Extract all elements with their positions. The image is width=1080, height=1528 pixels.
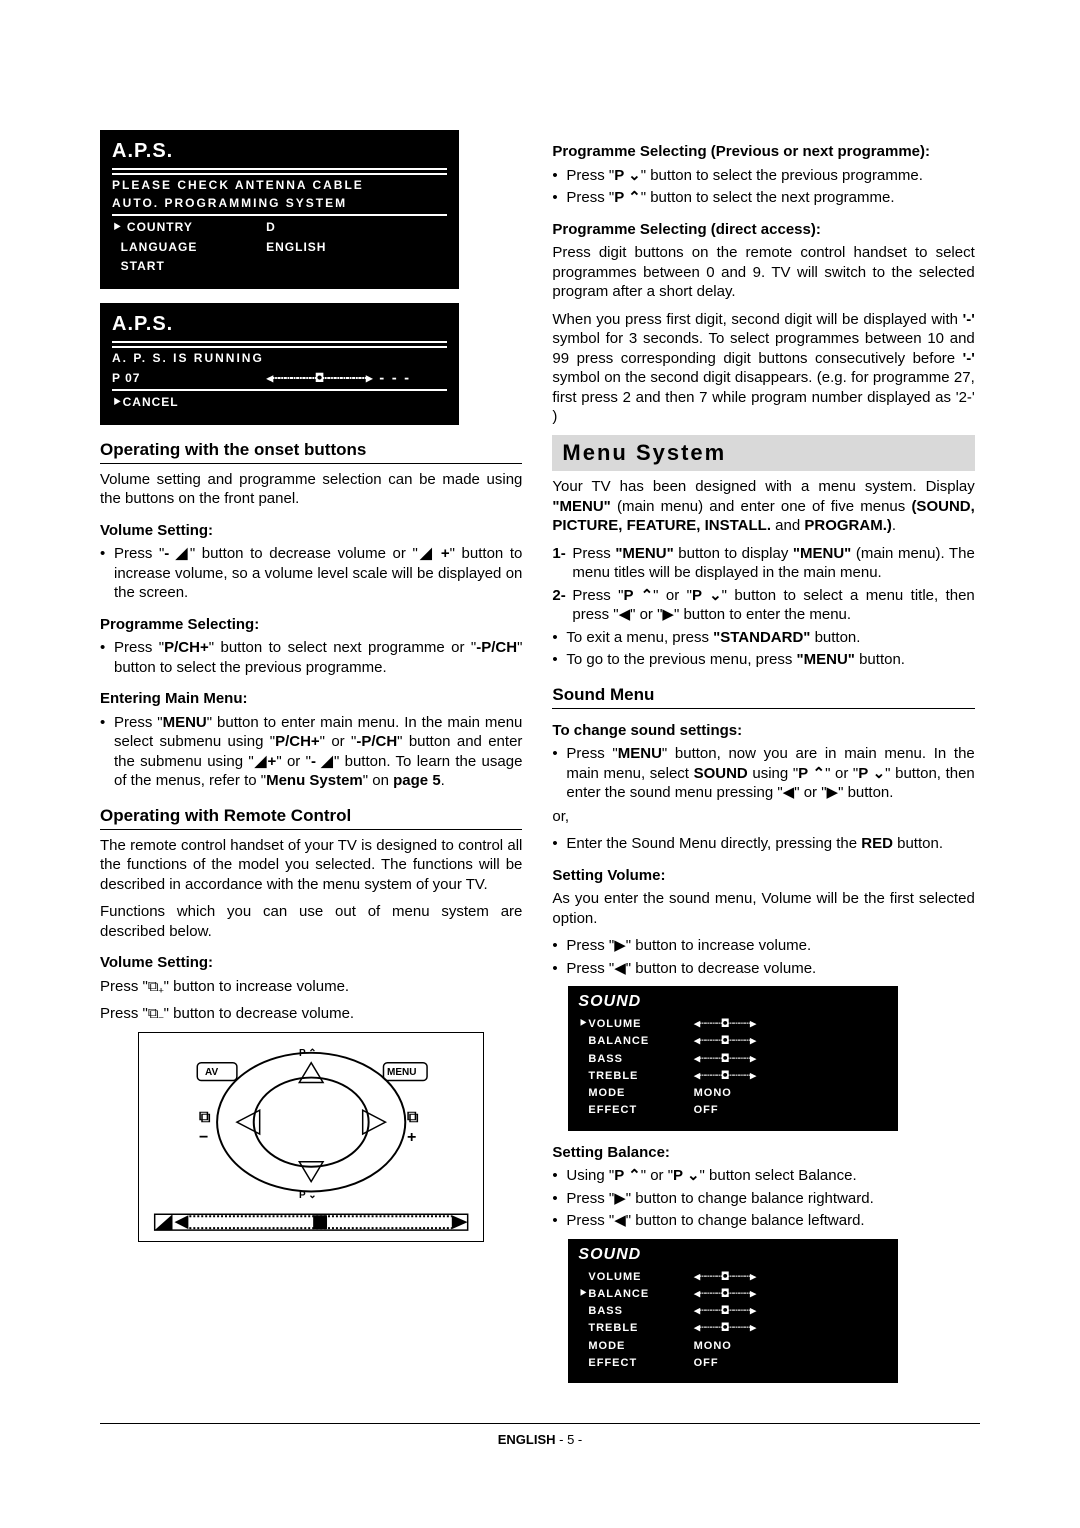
num-bullet-1: 1- Press "MENU" button to display "MENU"…: [552, 544, 974, 583]
entering-main-menu-title: Entering Main Menu:: [100, 689, 522, 709]
bullet: • Enter the Sound Menu directly, pressin…: [552, 834, 974, 854]
aps-row: LANGUAGEENGLISH: [112, 240, 447, 256]
progress-bar-icon: ◀┅┅┅┅┅┅┅◘┅┅┅┅┅┅┅▶ - - -: [266, 371, 409, 387]
aps-row: ⯈ COUNTRYD: [112, 220, 447, 236]
plus-label: +: [407, 1128, 416, 1149]
volume-setting-2-title: Volume Setting:: [100, 953, 522, 973]
bullet: • Press "P ⌃" button to select the next …: [552, 188, 974, 208]
sound-row: EFFECTOFF: [578, 1103, 887, 1117]
menu-label: MENU: [387, 1066, 416, 1079]
onset-para: Volume setting and programme selection c…: [100, 470, 522, 509]
aps-line2: AUTO. PROGRAMMING SYSTEM: [112, 196, 447, 212]
direct-p2: When you press first digit, second digit…: [552, 310, 974, 427]
aps2-line1: A. P. S. IS RUNNING: [112, 351, 447, 367]
sound-row: BASS◀┄┄┄┄◘┄┄┄┄▶: [578, 1052, 887, 1066]
speaker-minus-icon: ⧉: [199, 1108, 210, 1129]
progsel-direct-title: Programme Selecting (direct access):: [552, 220, 974, 240]
bullet: • Press "P/CH+" button to select next pr…: [100, 638, 522, 677]
progsel-prevnext-title: Programme Selecting (Previous or next pr…: [552, 142, 974, 162]
sound-menu-title: Sound Menu: [552, 684, 974, 709]
sound-row: EFFECTOFF: [578, 1356, 887, 1370]
aps2-title: A.P.S.: [112, 311, 447, 337]
aps2-prog: P 07: [112, 371, 266, 387]
av-label: AV: [205, 1066, 218, 1079]
sound-row: MODEMONO: [578, 1086, 887, 1100]
p-up-label: P ⌃: [299, 1047, 317, 1060]
remote-para2: Functions which you can use out of menu …: [100, 902, 522, 941]
sound-row: MODEMONO: [578, 1339, 887, 1353]
vol-inc-para: Press "⧉₊" button to increase volume.: [100, 977, 522, 997]
pointer-icon: ⯈: [112, 395, 123, 411]
remote-diagram: AV MENU P ⌃ P ⌄ ⧉ − ⧉ +: [138, 1032, 484, 1242]
aps2-cancel: CANCEL: [123, 395, 179, 411]
aps-title: A.P.S.: [112, 138, 447, 164]
change-sound-title: To change sound settings:: [552, 721, 974, 741]
menu-system-title: Menu System: [552, 435, 974, 472]
bullet: •Press "▶" button to change balance righ…: [552, 1189, 974, 1209]
sound-row: TREBLE◀┄┄┄┄◘┄┄┄┄▶: [578, 1069, 887, 1083]
direct-p1: Press digit buttons on the remote contro…: [552, 243, 974, 302]
sound-row: TREBLE◀┄┄┄┄◘┄┄┄┄▶: [578, 1321, 887, 1335]
aps-row: START: [112, 259, 447, 275]
speaker-plus-icon: ⧉: [407, 1108, 418, 1129]
bullet: • To exit a menu, press "STANDARD" butto…: [552, 628, 974, 648]
bullet: • Press "MENU" button to enter main menu…: [100, 713, 522, 791]
vol-dec-para: Press "⧉₋" button to decrease volume.: [100, 1004, 522, 1024]
bullet: • Using "P ⌃" or "P ⌄" button select Bal…: [552, 1166, 974, 1186]
sec-remote-title: Operating with Remote Control: [100, 805, 522, 830]
sound-osd-2: SOUND VOLUME◀┄┄┄┄◘┄┄┄┄▶⯈BALANCE◀┄┄┄┄◘┄┄┄…: [568, 1239, 897, 1384]
or-para: or,: [552, 807, 974, 827]
sec-onset-title: Operating with the onset buttons: [100, 439, 522, 464]
vol-up-icon: ⧉₊: [148, 978, 164, 995]
num-bullet-2: 2- Press "P ⌃" or "P ⌄" button to select…: [552, 586, 974, 625]
setvol-p: As you enter the sound menu, Volume will…: [552, 889, 974, 928]
aps-line1: PLEASE CHECK ANTENNA CABLE: [112, 178, 447, 194]
bullet: • Press "P ⌄" button to select the previ…: [552, 166, 974, 186]
sound-row: BALANCE◀┄┄┄┄◘┄┄┄┄▶: [578, 1034, 887, 1048]
aps-osd-box-2: A.P.S. A. P. S. IS RUNNING P 07 ◀┅┅┅┅┅┅┅…: [100, 303, 459, 425]
setting-balance-title: Setting Balance:: [552, 1143, 974, 1163]
sound-row: BASS◀┄┄┄┄◘┄┄┄┄▶: [578, 1304, 887, 1318]
bullet: •Press "▶" button to increase volume.: [552, 936, 974, 956]
bullet: •Press "◀" button to change balance left…: [552, 1211, 974, 1231]
setting-volume-title: Setting Volume:: [552, 866, 974, 886]
sound-row: ⯈VOLUME◀┄┄┄┄◘┄┄┄┄▶: [578, 1017, 887, 1031]
bullet: • Press "- ◢" button to decrease volume …: [100, 544, 522, 603]
bullet: •Press "◀" button to decrease volume.: [552, 959, 974, 979]
programme-selecting-title: Programme Selecting:: [100, 615, 522, 635]
footer-rule: [100, 1423, 980, 1424]
bullet: • Press "MENU" button, now you are in ma…: [552, 744, 974, 803]
sound-row: VOLUME◀┄┄┄┄◘┄┄┄┄▶: [578, 1270, 887, 1284]
remote-para1: The remote control handset of your TV is…: [100, 836, 522, 895]
minus-label: −: [199, 1128, 208, 1149]
p-down-label: P ⌄: [299, 1189, 317, 1202]
sound-row: ⯈BALANCE◀┄┄┄┄◘┄┄┄┄▶: [578, 1287, 887, 1301]
vol-down-icon: ⧉₋: [148, 1005, 164, 1022]
bullet: • To go to the previous menu, press "MEN…: [552, 650, 974, 670]
page-footer: ENGLISH - 5 -: [100, 1432, 980, 1449]
sound-osd-1: SOUND⯈VOLUME◀┄┄┄┄◘┄┄┄┄▶ BALANCE◀┄┄┄┄◘┄┄┄…: [568, 986, 897, 1131]
volume-setting-title: Volume Setting:: [100, 521, 522, 541]
menu-p1: Your TV has been designed with a menu sy…: [552, 477, 974, 536]
aps-osd-box-1: A.P.S. PLEASE CHECK ANTENNA CABLE AUTO. …: [100, 130, 459, 289]
